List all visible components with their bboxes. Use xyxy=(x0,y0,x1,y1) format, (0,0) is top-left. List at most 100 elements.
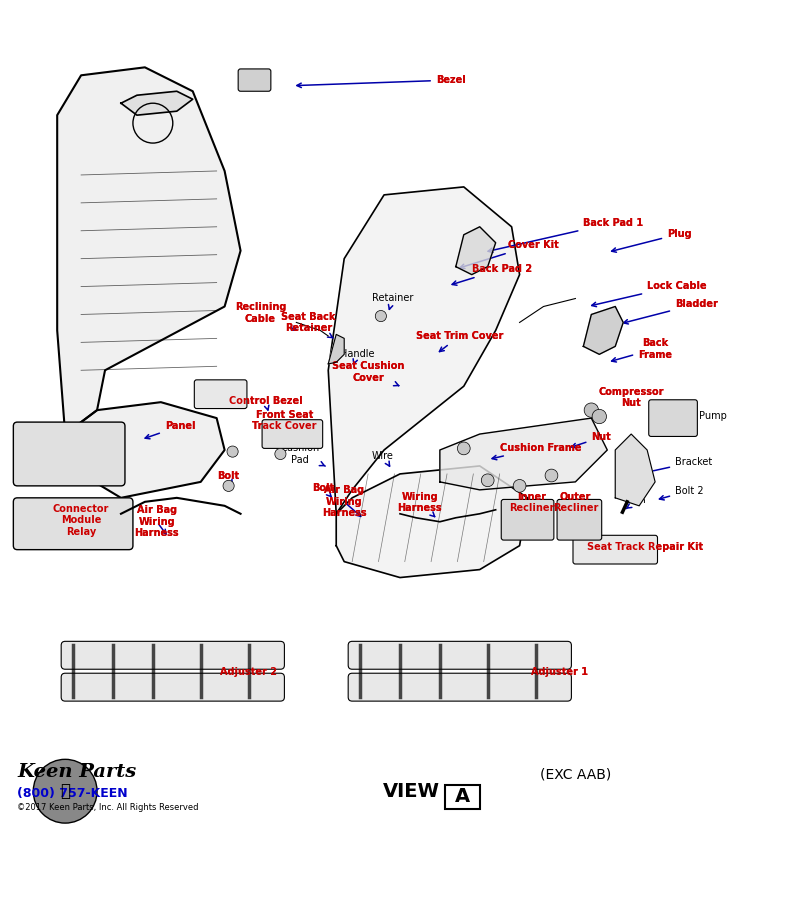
Text: Air Bag
Wiring
Harness: Air Bag Wiring Harness xyxy=(134,505,179,538)
Text: Keen Parts: Keen Parts xyxy=(18,763,137,781)
Polygon shape xyxy=(121,91,193,115)
Circle shape xyxy=(545,469,558,482)
Text: Adjuster 2: Adjuster 2 xyxy=(220,667,277,680)
Text: Bolt 2: Bolt 2 xyxy=(659,486,704,500)
Text: Control Bezel: Control Bezel xyxy=(229,396,302,410)
FancyBboxPatch shape xyxy=(61,642,285,670)
Text: Cushion
Pad: Cushion Pad xyxy=(281,443,326,466)
FancyBboxPatch shape xyxy=(262,419,322,448)
Circle shape xyxy=(227,446,238,457)
Text: Connector
Module
Relay: Connector Module Relay xyxy=(53,504,110,536)
Text: Seat Track Repair Kit: Seat Track Repair Kit xyxy=(580,543,703,559)
Text: Compressor
Nut: Compressor Nut xyxy=(593,387,664,410)
Text: Inner
Recliner: Inner Recliner xyxy=(509,491,554,517)
Text: Seat Track Repair Kit: Seat Track Repair Kit xyxy=(587,543,703,553)
Text: Air Bag
Wiring
Harness: Air Bag Wiring Harness xyxy=(322,485,366,518)
Text: Cushion Frame: Cushion Frame xyxy=(500,443,581,453)
Circle shape xyxy=(275,448,286,460)
Text: Nut: Nut xyxy=(591,432,611,442)
FancyBboxPatch shape xyxy=(649,400,698,436)
Text: Back Pad 2: Back Pad 2 xyxy=(472,264,532,274)
Circle shape xyxy=(223,481,234,491)
Polygon shape xyxy=(57,68,241,434)
Text: Reclining
Cable: Reclining Cable xyxy=(234,302,296,330)
Text: Pump: Pump xyxy=(671,410,727,429)
FancyBboxPatch shape xyxy=(573,536,658,564)
Text: ©2017 Keen Parts, Inc. All Rights Reserved: ©2017 Keen Parts, Inc. All Rights Reserv… xyxy=(18,804,199,813)
Text: Reclining
Cable: Reclining Cable xyxy=(234,302,286,324)
Text: Seat Cushion
Cover: Seat Cushion Cover xyxy=(332,361,404,386)
Text: Air Bag
Wiring
Harness: Air Bag Wiring Harness xyxy=(322,485,366,518)
Text: Wire: Wire xyxy=(372,451,394,466)
Text: Control Bezel: Control Bezel xyxy=(229,396,302,407)
FancyBboxPatch shape xyxy=(14,422,125,486)
Text: Back
Frame: Back Frame xyxy=(638,338,672,360)
Circle shape xyxy=(592,410,606,424)
Text: Wiring
Harness: Wiring Harness xyxy=(398,491,442,517)
FancyBboxPatch shape xyxy=(238,69,271,91)
Text: Outer
Recliner: Outer Recliner xyxy=(553,491,598,517)
Text: 🚗: 🚗 xyxy=(60,782,70,800)
Text: Retainer: Retainer xyxy=(372,292,414,310)
Text: A: A xyxy=(454,788,470,806)
Text: Back
Frame: Back Frame xyxy=(611,338,672,362)
Polygon shape xyxy=(456,227,496,274)
Text: Panel: Panel xyxy=(145,421,195,439)
Text: Cover Kit: Cover Kit xyxy=(460,240,558,268)
Text: Seat Back
Retainer: Seat Back Retainer xyxy=(281,311,335,333)
Text: Bracket: Bracket xyxy=(643,457,712,474)
Text: Bolt: Bolt xyxy=(312,483,334,493)
Polygon shape xyxy=(336,466,527,578)
Circle shape xyxy=(458,442,470,454)
Text: Pin: Pin xyxy=(626,495,646,508)
Polygon shape xyxy=(328,187,519,514)
Text: Panel: Panel xyxy=(165,421,195,431)
Text: Cover Kit: Cover Kit xyxy=(508,240,558,250)
Text: (EXC AAB): (EXC AAB) xyxy=(540,768,611,781)
FancyBboxPatch shape xyxy=(14,498,133,550)
Text: Lock Cable: Lock Cable xyxy=(592,281,706,307)
Circle shape xyxy=(34,760,97,824)
Text: Front Seat
Track Cover: Front Seat Track Cover xyxy=(252,410,317,436)
Text: Air Bag
Wiring
Harness: Air Bag Wiring Harness xyxy=(134,505,179,538)
Circle shape xyxy=(514,480,526,492)
FancyBboxPatch shape xyxy=(502,500,554,540)
Text: Bezel: Bezel xyxy=(436,75,466,86)
Polygon shape xyxy=(65,402,225,498)
Text: Back Pad 1: Back Pad 1 xyxy=(488,218,643,253)
FancyBboxPatch shape xyxy=(194,380,247,409)
Text: Inner
Recliner: Inner Recliner xyxy=(509,491,554,513)
FancyBboxPatch shape xyxy=(348,673,571,701)
Circle shape xyxy=(584,403,598,418)
Text: VIEW: VIEW xyxy=(383,782,440,801)
Text: Handle: Handle xyxy=(340,348,374,364)
Text: Outer
Recliner: Outer Recliner xyxy=(553,491,598,513)
Text: Front Seat
Track Cover: Front Seat Track Cover xyxy=(252,410,317,431)
FancyBboxPatch shape xyxy=(445,785,480,809)
Text: Wiring
Harness: Wiring Harness xyxy=(398,491,442,513)
Text: Adjuster 1: Adjuster 1 xyxy=(531,667,588,677)
Polygon shape xyxy=(440,418,607,490)
Text: Bolt: Bolt xyxy=(217,471,238,486)
FancyBboxPatch shape xyxy=(348,642,571,670)
Text: Bladder: Bladder xyxy=(623,299,718,324)
Text: Back Pad 1: Back Pad 1 xyxy=(583,218,643,228)
Text: Bolt: Bolt xyxy=(312,483,334,497)
Text: (800) 757-KEEN: (800) 757-KEEN xyxy=(18,787,128,800)
Circle shape xyxy=(482,474,494,487)
Text: Nut: Nut xyxy=(572,432,611,447)
Text: Back Pad 2: Back Pad 2 xyxy=(452,264,532,285)
Text: Cushion Frame: Cushion Frame xyxy=(492,443,581,460)
Text: Seat Cushion
Cover: Seat Cushion Cover xyxy=(332,361,404,382)
Text: Bezel: Bezel xyxy=(297,75,466,87)
Text: Connector
Module
Relay: Connector Module Relay xyxy=(53,504,110,540)
Polygon shape xyxy=(615,434,655,506)
Polygon shape xyxy=(583,307,623,355)
FancyBboxPatch shape xyxy=(61,673,285,701)
Text: Seat Trim Cover: Seat Trim Cover xyxy=(416,331,503,341)
FancyBboxPatch shape xyxy=(557,500,602,540)
Text: Adjuster 1: Adjuster 1 xyxy=(531,667,588,680)
Text: Lock Cable: Lock Cable xyxy=(647,281,706,291)
Text: Seat Trim Cover: Seat Trim Cover xyxy=(416,331,503,352)
Text: Seat Back
Retainer: Seat Back Retainer xyxy=(281,311,335,338)
